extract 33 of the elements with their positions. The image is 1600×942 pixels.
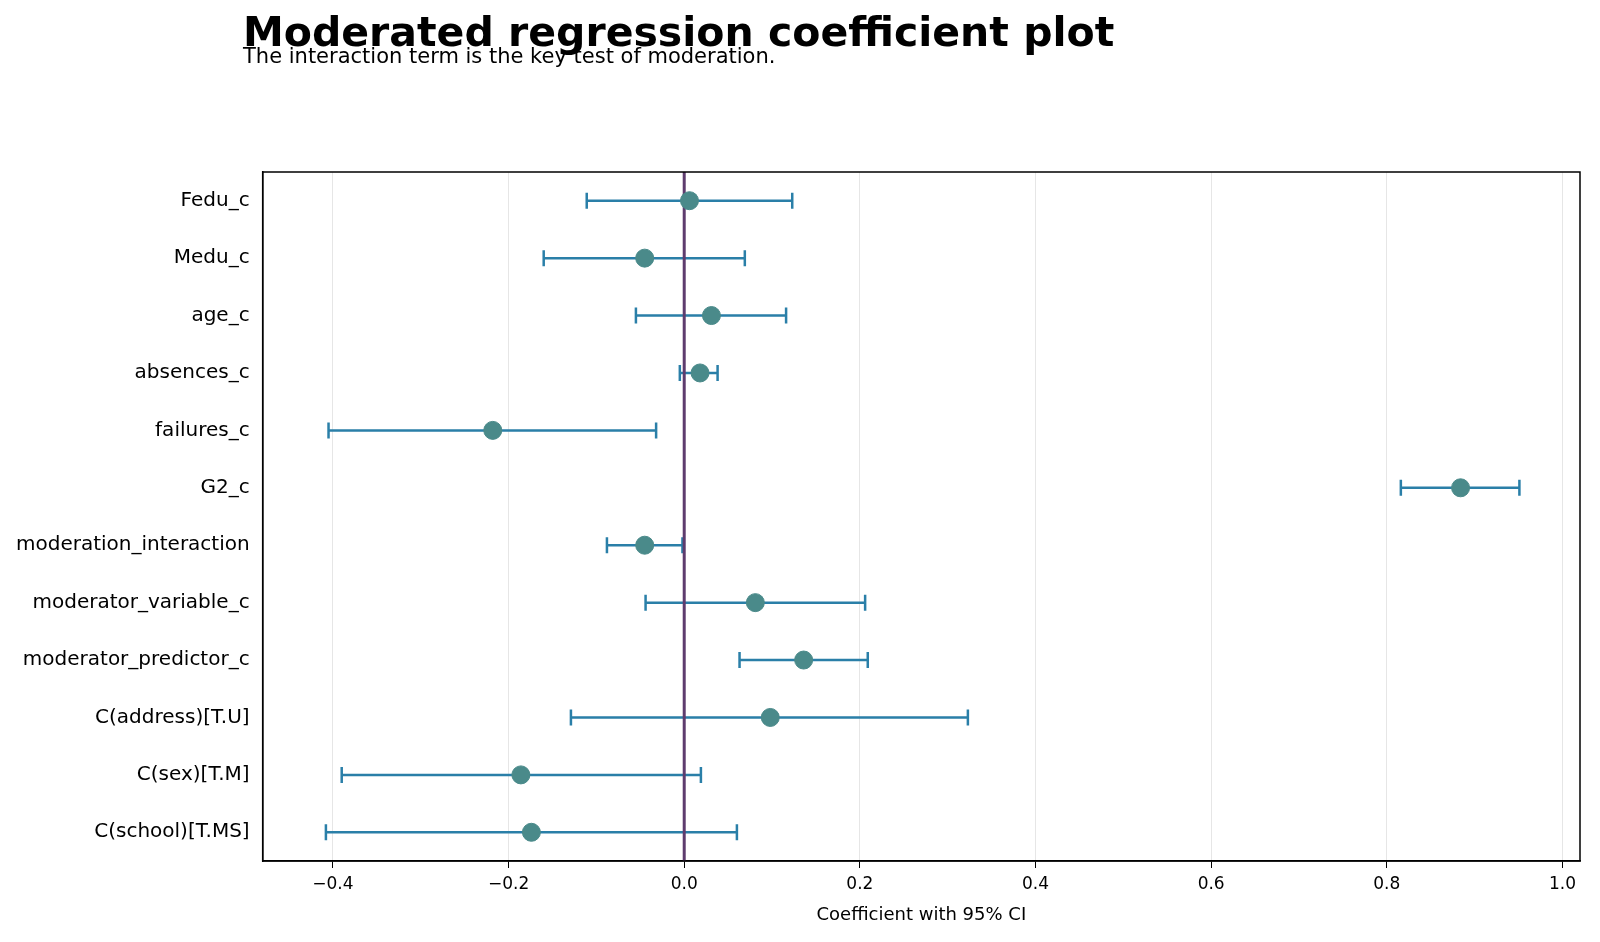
x-tick-label: 0.6: [1197, 872, 1225, 893]
x-tick-label: 1.0: [1548, 872, 1576, 893]
y-tick-label: moderator_variable_c: [32, 588, 250, 613]
point: [635, 248, 655, 268]
point: [701, 306, 721, 326]
x-tick-label: 0.8: [1373, 872, 1401, 893]
y-tick-label: moderator_predictor_c: [22, 646, 250, 671]
y-tick-label: absences_c: [134, 359, 250, 384]
x-tick-label: 0.2: [846, 872, 874, 893]
point: [690, 363, 710, 383]
point: [635, 535, 655, 555]
x-axis-title: Coefficient with 95% CI: [816, 902, 1027, 924]
point: [794, 650, 814, 670]
y-tick-label: G2_c: [200, 473, 250, 498]
point: [483, 420, 503, 440]
y-tick-label: C(sex)[T.M]: [136, 761, 250, 786]
y-tick-label: moderation_interaction: [16, 531, 250, 556]
point: [760, 707, 780, 727]
point: [511, 765, 531, 785]
y-tick-label: C(school)[T.MS]: [94, 818, 250, 843]
x-tick-label: 0.0: [670, 872, 698, 893]
point: [745, 593, 765, 613]
x-tick-label: −0.4: [312, 872, 354, 893]
x-tick-label: 0.4: [1021, 872, 1050, 893]
point: [1451, 478, 1471, 498]
x-tick-label: −0.2: [487, 872, 530, 893]
y-tick-label: failures_c: [155, 416, 250, 441]
y-tick-label: Fedu_c: [180, 186, 250, 211]
point: [521, 822, 541, 842]
point: [679, 191, 699, 211]
y-tick-label: C(address)[T.U]: [95, 703, 250, 728]
y-tick-label: age_c: [191, 301, 250, 326]
y-tick-label: Medu_c: [173, 244, 250, 269]
